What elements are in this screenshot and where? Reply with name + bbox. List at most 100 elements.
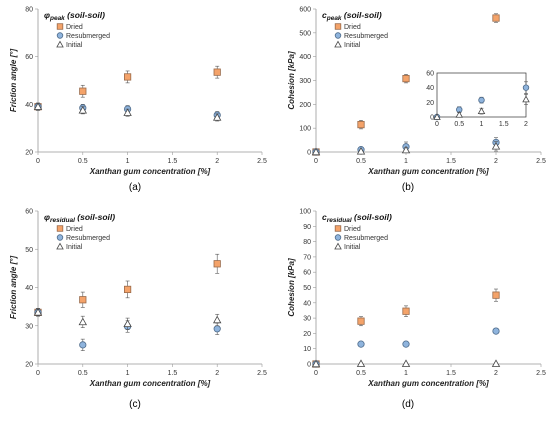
data-point-circle (522, 84, 530, 91)
data-point-square (124, 73, 132, 81)
y-tick-label: 90 (303, 224, 311, 231)
data-point-triangle (522, 95, 530, 103)
x-tick-label: 1 (404, 158, 408, 165)
data-point-triangle (491, 141, 501, 150)
x-tick-label: 1.5 (446, 370, 456, 377)
legend-label: Dried (344, 24, 361, 31)
legend-label: Resubmerged (66, 235, 110, 242)
legend-label: Dried (66, 226, 83, 233)
x-tick-label: 0 (314, 370, 318, 377)
data-point-triangle (491, 359, 501, 367)
x-tick-label: 2 (215, 158, 219, 165)
x-tick-label: 0.5 (356, 370, 366, 377)
x-tick-label: 1.5 (446, 158, 456, 165)
y-tick-label: 0 (307, 362, 311, 369)
figure-caption: (c) (129, 399, 141, 410)
data-point-triangle (401, 145, 411, 154)
chart-panel-c: 20 30 40 50 60 0 0.5 1 1.5 2 2.5 Xanthan gum concen… (9, 209, 267, 411)
legend-marker-triangle (334, 242, 342, 250)
legend-marker-triangle (56, 40, 64, 48)
y-tick-label: 40 (303, 300, 311, 307)
data-point-triangle (356, 359, 366, 367)
y-tick-label: 80 (303, 239, 311, 246)
title-symbol: φ (44, 212, 50, 222)
y-tick-label: 50 (25, 247, 33, 254)
panel-3-series-initial (311, 359, 501, 368)
inset-chart: 0 20 40 60 0 0.5 1 1.5 2 (426, 71, 530, 128)
legend-marker-triangle (334, 40, 342, 48)
inset-y-tick-label: 40 (426, 85, 434, 92)
chart-title: φresidual (soil-soil) (44, 212, 115, 224)
data-point-square (402, 74, 410, 83)
x-tick-label: 0 (36, 158, 40, 165)
x-tick-label: 1.5 (168, 158, 178, 165)
y-tick-label: 100 (299, 209, 311, 216)
legend-label: Initial (344, 42, 361, 49)
legend-marker-square (56, 23, 64, 30)
panel-3-series-dried (312, 288, 500, 368)
data-point-triangle (477, 107, 486, 114)
data-point-triangle (433, 113, 441, 120)
figure-caption: (a) (129, 182, 141, 193)
x-tick-label: 2 (215, 370, 219, 377)
legend-marker-circle (56, 234, 64, 241)
inset-x-tick-label: 2 (524, 121, 528, 128)
chart-title: cpeak (soil-soil) (322, 10, 382, 22)
data-point-triangle (401, 359, 411, 367)
y-tick-label: 40 (25, 285, 33, 292)
y-tick-label: 20 (25, 362, 33, 369)
data-point-triangle (78, 105, 87, 114)
x-axis-label: Xanthan gum concentration [%] (367, 167, 489, 176)
y-tick-label: 10 (303, 346, 311, 353)
y-tick-label: 600 (299, 7, 311, 14)
data-point-triangle (213, 315, 222, 324)
data-point-square (357, 317, 365, 325)
title-suffix: (soil-soil) (75, 212, 115, 222)
chart-title: cresidual (soil-soil) (322, 212, 392, 224)
data-point-square (124, 285, 132, 294)
data-point-triangle (311, 359, 321, 368)
data-point-triangle (123, 108, 132, 116)
inset-series-initial (433, 93, 530, 120)
x-tick-label: 2 (494, 370, 498, 377)
chart-title: φpeak (soil-soil) (44, 10, 105, 22)
panel-0-series-dried (34, 65, 221, 111)
legend-marker-circle (334, 32, 342, 39)
data-point-circle (213, 325, 221, 333)
y-axis-label: Cohesion [kPa] (287, 258, 296, 317)
inset-x-tick-label: 1 (480, 121, 484, 128)
figure-caption: (b) (402, 182, 414, 193)
legend-marker-square (334, 23, 342, 30)
data-point-triangle (123, 319, 132, 328)
panel-0-series-initial (33, 102, 222, 122)
title-subscript: residual (50, 217, 75, 224)
legend-marker-circle (334, 234, 342, 241)
x-tick-label: 2.5 (257, 370, 267, 377)
y-axis-label: Friction angle [°] (9, 49, 18, 113)
x-tick-label: 0.5 (78, 370, 88, 377)
data-point-square (357, 120, 365, 129)
inset-y-tick-label: 60 (426, 71, 434, 78)
x-tick-label: 0.5 (78, 158, 88, 165)
legend-label: Dried (344, 226, 361, 233)
title-subscript: peak (49, 15, 65, 22)
chart-panel-d: 0 10 20 30 40 50 60 70 80 90 100 0 0.5 1 1.5 2 2.5 Xantha… (287, 209, 546, 411)
x-tick-label: 0 (36, 370, 40, 377)
legend-label: Resubmerged (344, 33, 388, 40)
inset-y-tick-label: 0 (430, 115, 434, 122)
x-tick-label: 2 (494, 158, 498, 165)
x-axis-label: Xanthan gum concentration [%] (89, 379, 211, 388)
title-subscript: peak (326, 15, 342, 22)
y-tick-label: 50 (303, 285, 311, 292)
title-suffix: (soil-soil) (65, 10, 105, 20)
x-axis-label: Xanthan gum concentration [%] (367, 379, 489, 388)
inset-x-tick-label: 1.5 (499, 121, 509, 128)
legend-label: Initial (66, 42, 83, 49)
title-subscript: residual (327, 217, 352, 224)
data-point-triangle (78, 317, 87, 326)
data-point-circle (492, 327, 500, 335)
data-point-triangle (213, 113, 222, 121)
title-suffix: (soil-soil) (342, 10, 382, 20)
x-tick-label: 0 (314, 158, 318, 165)
